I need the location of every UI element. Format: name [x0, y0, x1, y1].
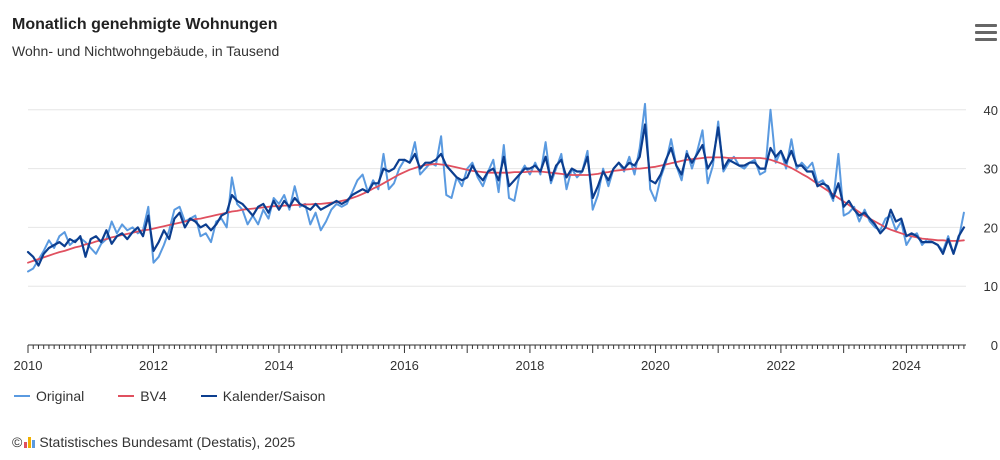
y-tick-label-40: 40: [984, 103, 998, 118]
series-line-kalender-saison: [26, 123, 966, 267]
legend-label-original: Original: [36, 388, 85, 404]
credits-text: Statistisches Bundesamt (Destatis), 2025: [39, 434, 296, 450]
legend-item-bv4[interactable]: BV4: [118, 388, 167, 404]
x-tick-label-2010: 2010: [14, 358, 43, 373]
y-tick-label-20: 20: [984, 220, 998, 235]
x-tick-label-2014: 2014: [265, 358, 294, 373]
line-chart: 0 10 20 30 40 2010 2012 2014 2016 2018 2020 2022 202…: [14, 103, 998, 373]
legend-swatch-kalender-saison: [200, 395, 217, 397]
y-tick-label-10: 10: [984, 279, 998, 294]
hamburger-menu-icon[interactable]: [975, 24, 997, 42]
chart-subtitle: Wohn- und Nichtwohngebäude, in Tausend: [12, 43, 280, 59]
credits: © Statistisches Bundesamt (Destatis), 20…: [12, 434, 295, 450]
x-tick-label-2024: 2024: [892, 358, 921, 373]
legend-label-bv4: BV4: [140, 388, 167, 404]
y-tick-label-30: 30: [984, 162, 998, 177]
x-tick-label-2012: 2012: [139, 358, 168, 373]
legend-item-kalender-saison[interactable]: Kalender/Saison: [200, 388, 326, 404]
legend-swatch-bv4: [118, 395, 135, 397]
x-tick-label-2020: 2020: [641, 358, 670, 373]
x-tick-label-2016: 2016: [390, 358, 419, 373]
legend-item-original[interactable]: Original: [14, 388, 84, 404]
x-tick-label-2018: 2018: [515, 358, 544, 373]
legend-label-kalender-saison: Kalender/Saison: [222, 388, 326, 404]
legend-swatch-original: [14, 395, 30, 397]
chart-title: Monatlich genehmigte Wohnungen: [12, 16, 278, 33]
copyright-symbol: ©: [12, 434, 23, 450]
x-tick-label-2022: 2022: [766, 358, 795, 373]
chart-legend: Original BV4 Kalender/Saison: [14, 388, 325, 404]
y-tick-label-0: 0: [991, 338, 998, 353]
destatis-logo-icon: [24, 436, 36, 448]
